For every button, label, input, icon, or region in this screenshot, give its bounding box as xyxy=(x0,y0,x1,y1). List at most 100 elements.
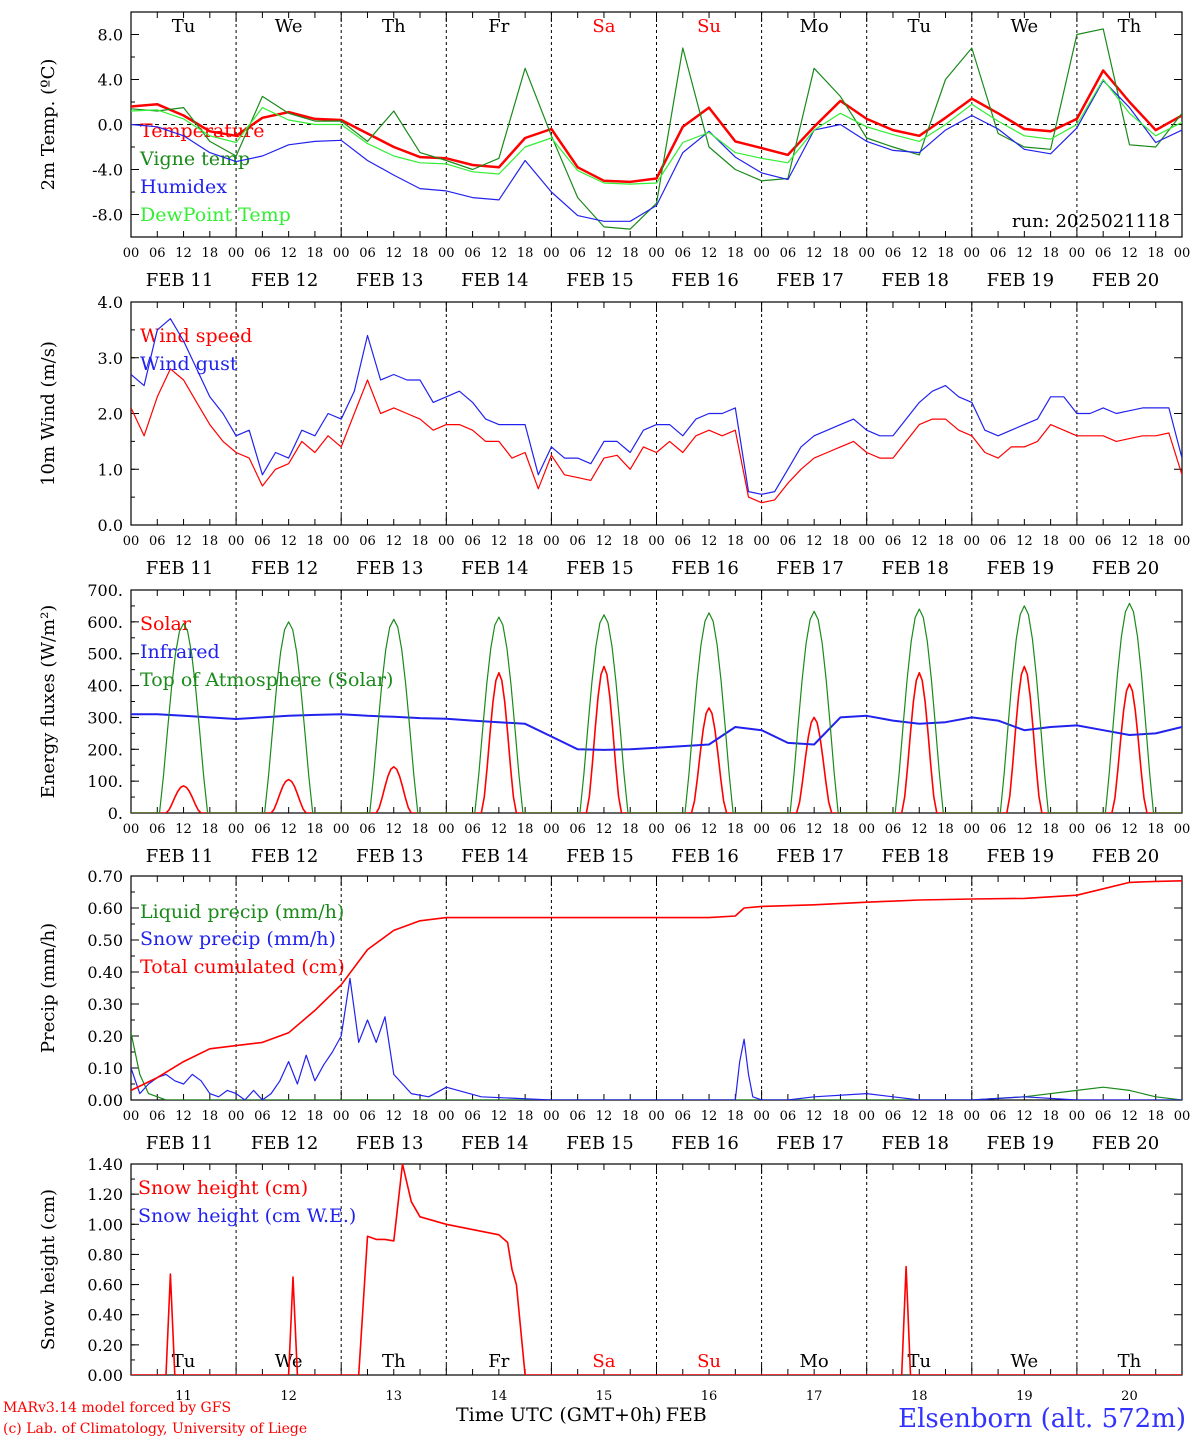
hour-tick-label: 12 xyxy=(385,246,402,261)
hour-tick-label: 00 xyxy=(648,1109,665,1124)
hour-tick-label: 18 xyxy=(727,534,744,549)
hour-tick-label: 00 xyxy=(543,822,560,837)
hour-tick-label: 18 xyxy=(412,246,429,261)
date-label: FEB 17 xyxy=(776,846,843,867)
time-axis-label: Time UTC (GMT+0h) FEB xyxy=(456,1404,707,1426)
hour-tick-label: 06 xyxy=(149,822,166,837)
y-tick-label: 0.30 xyxy=(87,995,123,1014)
legend-entry: DewPoint Temp xyxy=(140,204,291,226)
hour-tick-label: 18 xyxy=(1042,246,1059,261)
date-label: FEB 18 xyxy=(882,846,949,867)
weekday-label: Th xyxy=(1118,16,1142,37)
hour-tick-label: 00 xyxy=(333,246,350,261)
hour-tick-label: 18 xyxy=(727,246,744,261)
hour-tick-label: 18 xyxy=(1042,1109,1059,1124)
y-tick-label: 0.00 xyxy=(87,1091,123,1110)
hour-tick-label: 18 xyxy=(937,246,954,261)
hour-tick-label: 00 xyxy=(858,534,875,549)
weekday-label: Mo xyxy=(800,16,829,37)
hour-tick-label: 18 xyxy=(412,534,429,549)
y-axis-label: Precip (mm/h) xyxy=(38,923,59,1053)
hour-tick-label: 00 xyxy=(438,1109,455,1124)
hour-tick-label: 18 xyxy=(517,246,534,261)
y-tick-label: 0.0 xyxy=(98,116,123,135)
legend-entry: Total cumulated (cm) xyxy=(140,956,345,978)
hour-tick-label: 12 xyxy=(491,246,508,261)
y-tick-label: 0.80 xyxy=(87,1245,123,1264)
weekday-label: Mo xyxy=(800,1351,829,1372)
hour-tick-label: 06 xyxy=(1095,246,1112,261)
hour-tick-label: 00 xyxy=(648,534,665,549)
hour-tick-label: 18 xyxy=(307,534,324,549)
hour-tick-label: 18 xyxy=(517,1109,534,1124)
weekday-label: Su xyxy=(697,1351,721,1372)
panel-4: 0.70 0.60 0.50 0.40 0.30 0.20 0.10 0.00 Precip (… xyxy=(38,867,1190,1154)
legend-entry: Top of Atmosphere (Solar) xyxy=(140,669,393,691)
hour-tick-label: 18 xyxy=(517,534,534,549)
date-label: FEB 12 xyxy=(251,558,318,579)
hour-tick-label: 12 xyxy=(1016,246,1033,261)
hour-tick-label: 12 xyxy=(280,246,297,261)
y-tick-label: 8.0 xyxy=(98,26,123,45)
hour-tick-label: 12 xyxy=(911,822,928,837)
weekday-label: Tu xyxy=(172,16,196,37)
hour-tick-label: 06 xyxy=(149,1109,166,1124)
hour-tick-label: 18 xyxy=(1147,246,1164,261)
hour-tick-label: 00 xyxy=(648,246,665,261)
panel-1: 8.0 4.0 0.0 -4.0 -8.0 2m Temp. (ºC) 00 06 12 18 FE… xyxy=(38,11,1190,291)
weekday-label: Fr xyxy=(488,16,509,37)
hour-tick-label: 00 xyxy=(753,822,770,837)
hour-tick-label: 06 xyxy=(464,1109,481,1124)
weekday-label: We xyxy=(1011,16,1039,37)
y-tick-label: 700. xyxy=(87,581,123,600)
date-label: FEB 18 xyxy=(882,558,949,579)
hour-tick-label: 12 xyxy=(701,822,718,837)
date-label: FEB 12 xyxy=(251,1133,318,1154)
hour-tick-label: 06 xyxy=(780,1109,797,1124)
hour-tick-label: 06 xyxy=(885,822,902,837)
hour-tick-label: 06 xyxy=(569,534,586,549)
hour-tick-label: 18 xyxy=(937,822,954,837)
series-line xyxy=(131,665,1182,813)
hour-tick-label: 00 xyxy=(1174,822,1191,837)
date-label: FEB 13 xyxy=(356,846,423,867)
hour-tick-label: 06 xyxy=(569,246,586,261)
hour-tick-label: 12 xyxy=(175,534,192,549)
date-label: FEB 20 xyxy=(1092,558,1159,579)
hour-tick-label: 06 xyxy=(885,1109,902,1124)
date-label: FEB 17 xyxy=(776,1133,843,1154)
hour-tick-label: 06 xyxy=(990,246,1007,261)
hour-tick-label: 18 xyxy=(412,822,429,837)
legend-entry: Wind gust xyxy=(140,353,238,375)
day-number-label: 14 xyxy=(491,1389,508,1404)
date-label: FEB 16 xyxy=(671,846,738,867)
y-tick-label: 0.00 xyxy=(87,1366,123,1385)
hour-tick-label: 06 xyxy=(1095,822,1112,837)
hour-tick-label: 00 xyxy=(228,822,245,837)
day-number-label: 17 xyxy=(806,1389,823,1404)
hour-tick-label: 18 xyxy=(937,1109,954,1124)
y-axis-label: 10m Wind (m/s) xyxy=(38,341,59,486)
y-tick-label: 1.40 xyxy=(87,1155,123,1174)
date-label: FEB 14 xyxy=(461,846,528,867)
hour-tick-label: 12 xyxy=(385,534,402,549)
hour-tick-label: 12 xyxy=(1016,822,1033,837)
hour-tick-label: 18 xyxy=(1147,534,1164,549)
hour-tick-label: 00 xyxy=(543,1109,560,1124)
y-tick-label: 0.20 xyxy=(87,1027,123,1046)
date-label: FEB 16 xyxy=(671,1133,738,1154)
hour-tick-label: 12 xyxy=(911,246,928,261)
hour-tick-label: 00 xyxy=(333,1109,350,1124)
hour-tick-label: 06 xyxy=(254,534,271,549)
date-label: FEB 11 xyxy=(146,1133,213,1154)
run-label: run: 2025021118 xyxy=(1012,211,1170,232)
hour-tick-label: 06 xyxy=(254,246,271,261)
hour-tick-label: 18 xyxy=(832,1109,849,1124)
hour-tick-label: 12 xyxy=(596,822,613,837)
y-tick-label: 0.10 xyxy=(87,1059,123,1078)
hour-tick-label: 00 xyxy=(123,534,140,549)
station-label: Elsenborn (alt. 572m) xyxy=(898,1404,1186,1434)
date-label: FEB 19 xyxy=(987,1133,1054,1154)
panel-2: 4.0 3.0 2.0 1.0 0.0 10m Wind (m/s) 00 06 12 18 FEB… xyxy=(38,293,1190,579)
hour-tick-label: 18 xyxy=(1042,822,1059,837)
